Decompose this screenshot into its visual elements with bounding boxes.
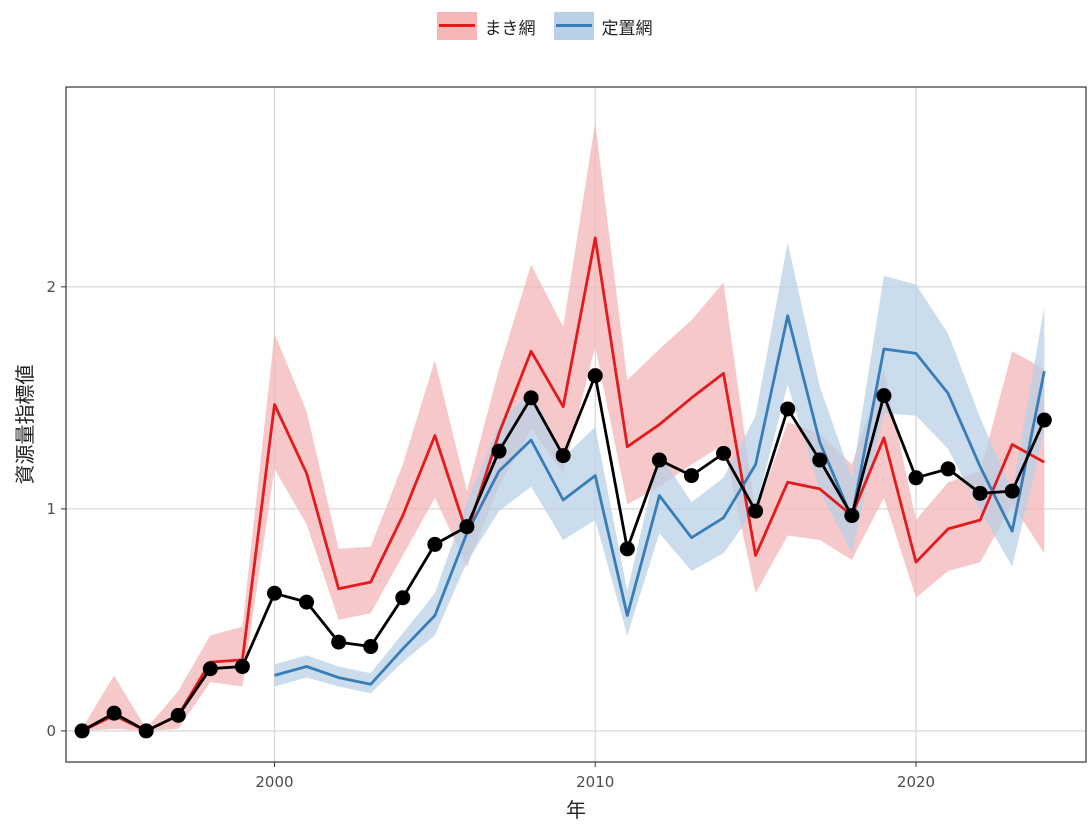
legend-item-set-net: 定置網 (553, 12, 653, 40)
point-series-2 (363, 639, 379, 655)
panel-border (65, 86, 1087, 763)
point-series-2 (844, 508, 860, 524)
point-series-2 (266, 585, 282, 601)
point-series-2 (876, 388, 892, 404)
x-tick-label: 2010 (576, 773, 614, 791)
point-series-2 (555, 448, 571, 464)
legend-label-set-net: 定置網 (601, 18, 653, 39)
legend: まき網 定置網 (0, 12, 1089, 40)
point-series-2 (748, 503, 764, 519)
point-series-2 (683, 468, 699, 484)
legend-key-purse-seine (436, 12, 477, 40)
point-series-2 (1004, 483, 1020, 499)
point-series-2 (74, 723, 90, 739)
point-series-2 (780, 401, 796, 417)
x-axis-title: 年 (566, 798, 586, 822)
point-series-2 (170, 707, 186, 723)
point-series-2 (523, 390, 539, 406)
point-series-2 (395, 590, 411, 606)
point-series-2 (331, 634, 347, 650)
x-tick-label: 2000 (255, 773, 293, 791)
point-series-2 (812, 452, 828, 468)
y-tick-label: 2 (46, 278, 56, 296)
point-series-2 (299, 594, 315, 610)
point-series-2 (234, 659, 250, 675)
point-series-2 (491, 443, 507, 459)
point-series-2 (716, 445, 732, 461)
legend-key-set-net (553, 12, 594, 40)
point-series-2 (651, 452, 667, 468)
point-series-2 (587, 368, 603, 384)
point-series-2 (138, 723, 154, 739)
band-series-0 (82, 122, 1045, 731)
point-series-2 (1036, 412, 1052, 428)
series-points (74, 368, 1052, 739)
confidence-bands (82, 122, 1045, 731)
band-series-1 (274, 242, 1045, 694)
point-series-2 (106, 705, 122, 721)
point-series-2 (908, 470, 924, 486)
point-series-2 (619, 541, 635, 557)
point-series-2 (427, 536, 443, 552)
x-axis-ticks: 2000 2010 2020 (255, 762, 935, 791)
y-tick-label: 0 (46, 722, 56, 740)
point-series-2 (972, 485, 988, 501)
point-series-2 (940, 461, 956, 477)
legend-item-purse-seine: まき網 (436, 12, 536, 40)
y-axis-ticks: 0 1 2 (46, 278, 66, 740)
y-axis-title: 資源量指標値 (13, 365, 37, 485)
point-series-2 (459, 519, 475, 535)
x-tick-label: 2020 (897, 773, 935, 791)
point-series-2 (202, 661, 218, 677)
line-series-1 (274, 314, 1046, 686)
y-tick-label: 1 (46, 500, 56, 518)
legend-label-purse-seine: まき網 (484, 18, 536, 39)
